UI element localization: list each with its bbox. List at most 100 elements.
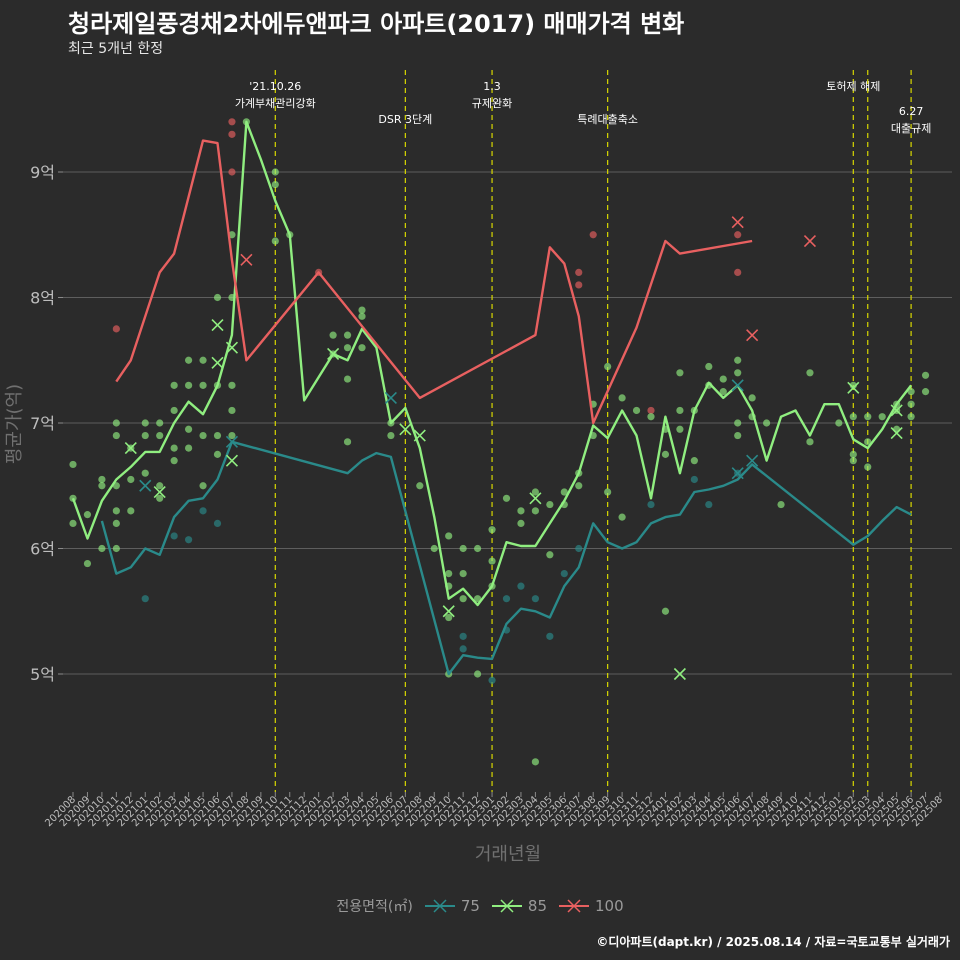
x-mark-85 [673,667,686,681]
data-point-85 [531,507,540,515]
data-point-85 [835,419,843,427]
y-axis-label: 평균가(억) [4,384,25,464]
data-point-85 [878,413,886,421]
legend-swatch-85 [491,899,522,913]
data-point-75 [531,595,540,603]
data-point-85 [546,551,554,559]
y-tick-label: 6억 [30,540,55,559]
transaction-points [69,118,930,766]
y-tick-label: 7억 [30,414,55,433]
data-point-85 [199,356,207,364]
data-point-85 [387,431,395,440]
data-point-85 [199,381,207,389]
data-point-85 [546,500,554,509]
data-point-85 [864,463,872,471]
x-mark-75 [384,391,397,404]
data-point-85 [618,513,626,521]
data-point-85 [343,438,352,446]
data-point-85 [474,544,482,553]
data-point-85 [705,362,713,371]
data-point-85 [83,559,92,568]
data-point-85 [170,381,178,389]
data-point-85 [604,488,612,496]
data-point-85 [271,180,279,189]
chart-title: 청라제일풍경채2차에듀앤파크 아파트(2017) 매매가격 변화 [68,10,685,38]
data-point-85 [734,431,742,440]
data-point-85 [864,413,872,421]
data-point-85 [445,532,453,540]
data-point-85 [156,431,164,440]
legend-item-75: 75 [424,897,480,915]
legend-swatch-100 [559,899,589,913]
data-point-85 [806,369,814,377]
legend-label-85: 85 [527,897,547,915]
data-point-85 [676,406,684,415]
data-point-75 [459,632,467,640]
data-point-85 [763,419,771,427]
data-point-85 [271,168,279,176]
x-mark-85 [225,454,239,467]
data-point-85 [141,469,149,477]
data-point-85 [690,457,698,465]
x-mark-85 [413,429,426,442]
data-point-75 [502,595,511,603]
data-point-85 [604,362,612,371]
x-mark-75 [746,454,759,467]
data-point-75 [517,582,525,590]
data-point-85 [488,557,496,565]
data-point-85 [271,237,279,245]
data-point-100 [734,268,742,276]
series-lines [71,120,913,676]
data-point-85 [661,607,670,615]
data-point-75 [690,475,698,484]
data-point-85 [531,488,540,496]
data-point-75 [185,536,193,544]
x-mark-100 [731,216,744,229]
data-point-85 [156,482,164,490]
data-point-100 [589,231,597,239]
x-mark-100 [803,234,817,248]
data-point-85 [358,312,366,320]
data-point-85 [127,507,135,515]
event-label: 가계부채관리강화 [235,97,316,110]
data-point-100 [228,118,236,126]
data-point-85 [734,419,742,427]
data-point-85 [228,381,236,389]
x-mark-85 [890,426,903,440]
data-point-85 [893,425,901,433]
data-point-85 [416,482,424,490]
data-point-85 [83,511,92,519]
data-point-85 [98,475,106,484]
x-mark-75 [139,479,152,492]
data-point-85 [98,482,106,490]
data-point-85 [676,369,684,377]
x-mark-75 [731,467,744,480]
y-tick-label: 9억 [30,163,55,182]
data-point-85 [907,388,915,396]
data-point-85 [343,344,352,352]
series-line-75 [100,440,912,676]
data-point-75 [141,595,149,603]
data-point-85 [358,344,366,352]
y-tick-label: 8억 [30,289,55,308]
data-point-85 [907,400,915,408]
data-point-85 [459,595,467,603]
grid-lines [60,171,952,675]
data-point-85 [647,413,655,421]
data-point-75 [199,507,207,515]
legend-label-75: 75 [460,897,480,915]
data-point-85 [170,444,178,452]
legend-item-100: 100 [559,897,624,915]
data-point-85 [560,488,568,496]
x-mark-85 [211,356,224,369]
data-point-85 [170,457,178,465]
data-point-85 [112,431,120,440]
y-tick-label: 5억 [30,665,55,684]
x-mark-100 [746,329,759,342]
data-point-85 [734,369,742,377]
data-point-85 [445,570,453,578]
data-point-85 [575,482,583,490]
data-point-85 [661,450,670,458]
